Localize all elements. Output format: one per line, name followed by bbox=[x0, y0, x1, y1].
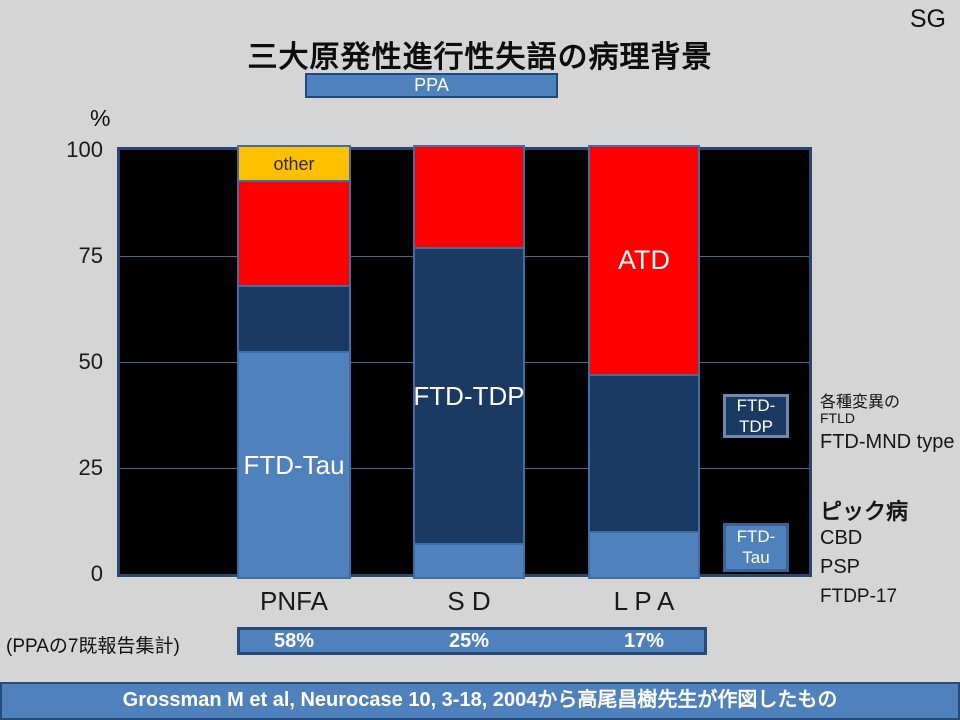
segment-label-atd: ATD bbox=[618, 244, 670, 275]
side-note-ftdp-17: FTDP-17 bbox=[820, 586, 898, 607]
side-note-ftd-mnd-type: FTD-MND type bbox=[820, 431, 955, 453]
floating-box-ftd-tau: FTD- Tau bbox=[723, 523, 789, 572]
summary-value-sd: 25% bbox=[448, 630, 490, 652]
page-title: 三大原発性進行性失語の病理背景 bbox=[247, 41, 713, 74]
segment-ftd-tau-lpa bbox=[590, 531, 698, 577]
segment-label-ftd-tau: FTD-Tau bbox=[243, 450, 345, 481]
x-label-lpa: L P A bbox=[613, 586, 675, 616]
slide-corner-tag: SG bbox=[909, 5, 946, 33]
segment-label-ftd-tdp: FTD-TDP bbox=[413, 381, 525, 411]
bar-lpa: ATD bbox=[588, 145, 700, 579]
y-tick-100: 100 bbox=[66, 137, 103, 162]
bar-pnfa: other FTD-Tau bbox=[237, 145, 351, 579]
segment-atd-pnfa bbox=[239, 180, 349, 285]
ppa-banner: PPA bbox=[305, 73, 558, 98]
side-note-cbd: CBD bbox=[820, 527, 863, 549]
segment-ftd-tau-pnfa: FTD-Tau bbox=[239, 351, 349, 577]
segment-atd-lpa: ATD bbox=[590, 147, 698, 374]
floating-box-ftd-tdp: FTD- TDP bbox=[723, 393, 789, 439]
y-axis-unit-label: % bbox=[90, 105, 111, 131]
y-tick-0: 0 bbox=[90, 561, 103, 586]
segment-other-pnfa: other bbox=[239, 147, 349, 181]
segment-label-other: other bbox=[273, 153, 315, 174]
y-tick-75: 75 bbox=[78, 243, 103, 268]
bar-sd: FTD-TDP bbox=[413, 145, 525, 579]
x-label-sd: S D bbox=[447, 586, 491, 616]
y-tick-25: 25 bbox=[78, 455, 103, 480]
side-note-variants-header: 各種変異の bbox=[820, 394, 901, 411]
summary-note: (PPAの7既報告集計) bbox=[6, 636, 180, 657]
footer-citation: Grossman M et al, Neurocase 10, 3-18, 20… bbox=[0, 682, 960, 720]
side-note-psp: PSP bbox=[820, 556, 861, 578]
summary-bar: 58% 25% 17% bbox=[237, 627, 707, 655]
summary-value-pnfa: 58% bbox=[273, 630, 315, 652]
segment-ftd-tdp-sd: FTD-TDP bbox=[413, 247, 525, 543]
segment-ftd-tdp-lpa bbox=[590, 373, 698, 532]
side-note-ftld: FTLD bbox=[820, 410, 855, 426]
plot-area: other FTD-Tau FTD-TDP ATD FTD- TDP FTD- Tau bbox=[117, 145, 812, 579]
segment-atd-sd bbox=[415, 147, 523, 247]
side-note-pick-disease: ピック病 bbox=[820, 499, 909, 524]
segment-ftd-tau-sd bbox=[415, 543, 523, 577]
segment-ftd-tdp-pnfa bbox=[239, 284, 349, 352]
summary-value-lpa: 17% bbox=[623, 630, 665, 652]
y-tick-50: 50 bbox=[78, 349, 103, 374]
x-label-pnfa: PNFA bbox=[260, 586, 328, 616]
